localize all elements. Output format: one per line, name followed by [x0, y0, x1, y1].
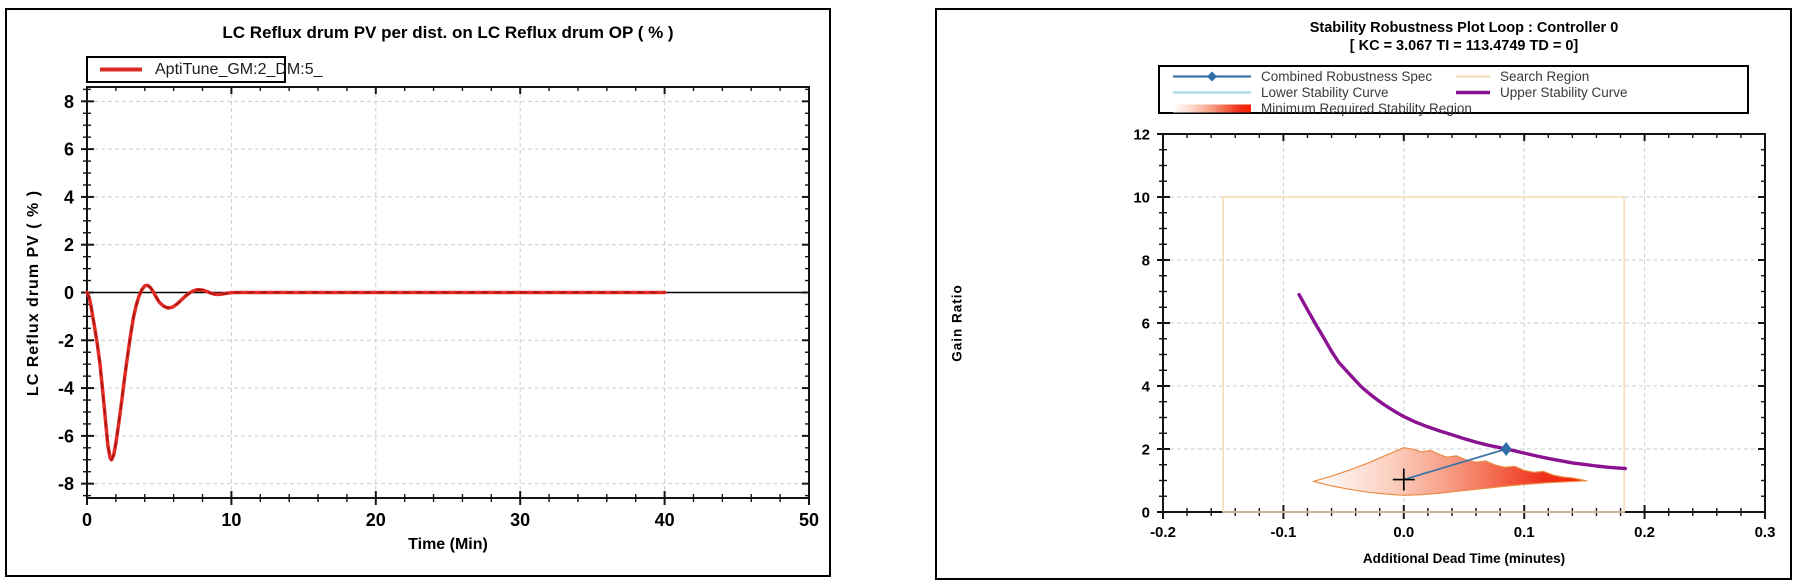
- x-axis-title: Time (Min): [408, 536, 488, 553]
- legend-item: Upper Stability Curve: [1455, 85, 1628, 100]
- min-required-stability-region-swatch-icon: [1173, 104, 1251, 113]
- ticks: [81, 87, 810, 505]
- legend: AptiTune_GM:2_DM:5_: [86, 56, 322, 83]
- chart-title: LC Reflux drum PV per dist. on LC Reflux…: [222, 23, 674, 42]
- legend-label: Lower Stability Curve: [1261, 85, 1389, 100]
- x-tick-label: 0.0: [1393, 524, 1414, 541]
- grid: [1163, 134, 1765, 512]
- design-point-cross-marker: [1392, 468, 1415, 491]
- x-tick-label: 20: [366, 510, 386, 530]
- y-tick-label: -8: [58, 474, 74, 494]
- y-tick-label: 10: [1133, 189, 1150, 206]
- combined-robustness-spec-swatch-icon: [1173, 71, 1251, 82]
- y-axis-title: Gain Ratio: [949, 284, 965, 362]
- y-tick-label: 6: [1142, 315, 1150, 332]
- x-tick-label: 50: [799, 510, 819, 530]
- legend-label: Minimum Required Stability Region: [1261, 101, 1472, 116]
- pv-response-curve-dash: [86, 284, 665, 461]
- min-required-stability-region: [1312, 447, 1588, 496]
- chart-title-line1: Stability Robustness Plot Loop : Control…: [1309, 20, 1619, 36]
- x-tick-label: 10: [221, 510, 241, 530]
- stability-plot-panel: -0.2 -0.1 0.0 0.1 0.2 0.3 0 2 4 6 8 10 12 Stability …: [935, 8, 1792, 580]
- y-tick-label: 8: [64, 92, 74, 112]
- search-region-outline: [1222, 196, 1625, 513]
- legend-item: Lower Stability Curve: [1172, 85, 1389, 100]
- y-axis-title: LC Reflux drum PV ( % ): [25, 189, 42, 397]
- legend-label: Upper Stability Curve: [1500, 85, 1628, 100]
- y-tick-label: 0: [64, 283, 74, 303]
- chart-title-line2: [ KC = 3.067 TI = 113.4749 TD = 0]: [1349, 38, 1579, 54]
- upper-stability-curve-swatch-icon: [1456, 90, 1490, 95]
- y-tick-label: 12: [1133, 126, 1150, 143]
- y-tick-label: 4: [1142, 378, 1151, 395]
- tick-labels: -0.2 -0.1 0.0 0.1 0.2 0.3 0 2 4 6 8 10 12: [1133, 126, 1775, 541]
- upper-stability-curve: [1297, 292, 1627, 471]
- tick-labels: 0 10 20 30 40 50 -8 -6 -4 -2 0 2 4 6 8: [58, 92, 819, 530]
- legend-label: Search Region: [1500, 69, 1590, 84]
- y-tick-label: 8: [1142, 252, 1150, 269]
- y-tick-label: -2: [58, 331, 74, 351]
- x-tick-label: 40: [655, 510, 675, 530]
- spec-diamond-marker: [1500, 442, 1512, 456]
- pv-response-plot: 0 10 20 30 40 50 -8 -6 -4 -2 0 2 4 6 8: [58, 86, 819, 530]
- legend-item: Search Region: [1455, 69, 1590, 84]
- search-region-swatch-icon: [1456, 75, 1490, 78]
- y-tick-label: 0: [1142, 504, 1150, 521]
- combined-robustness-spec-line: [1403, 448, 1507, 481]
- chart-title: Stability Robustness Plot Loop : Control…: [1163, 19, 1765, 55]
- legend-label: AptiTune_GM:2_DM:5_: [155, 60, 323, 78]
- legend: Combined Robustness Spec Lower Stability…: [1158, 65, 1749, 116]
- legend-label: Combined Robustness Spec: [1261, 69, 1433, 84]
- lower-stability-curve-swatch-icon: [1173, 91, 1251, 94]
- y-tick-label: -4: [58, 379, 74, 399]
- y-tick-label: 6: [64, 140, 74, 160]
- y-tick-label: 4: [64, 187, 74, 207]
- x-tick-label: -0.2: [1150, 524, 1176, 541]
- legend-item: Minimum Required Stability Region: [1172, 101, 1472, 116]
- stability-plot: -0.2 -0.1 0.0 0.1 0.2 0.3 0 2 4 6 8 10 12: [1133, 126, 1775, 541]
- x-axis-title: Additional Dead Time (minutes): [1362, 551, 1566, 566]
- x-tick-label: 0.3: [1755, 524, 1776, 541]
- y-tick-label: 2: [64, 235, 74, 255]
- pv-response-chart-panel: 0 10 20 30 40 50 -8 -6 -4 -2 0 2 4 6 8 LC Reflux drum …: [5, 8, 831, 577]
- y-tick-label: 2: [1142, 441, 1150, 458]
- series-line-swatch-icon: [100, 67, 142, 72]
- x-tick-label: -0.1: [1270, 524, 1296, 541]
- x-tick-label: 30: [510, 510, 530, 530]
- x-tick-label: 0: [82, 510, 92, 530]
- legend-item: Combined Robustness Spec: [1172, 69, 1433, 84]
- y-tick-label: -6: [58, 426, 74, 446]
- x-tick-label: 0.2: [1634, 524, 1655, 541]
- x-tick-label: 0.1: [1514, 524, 1535, 541]
